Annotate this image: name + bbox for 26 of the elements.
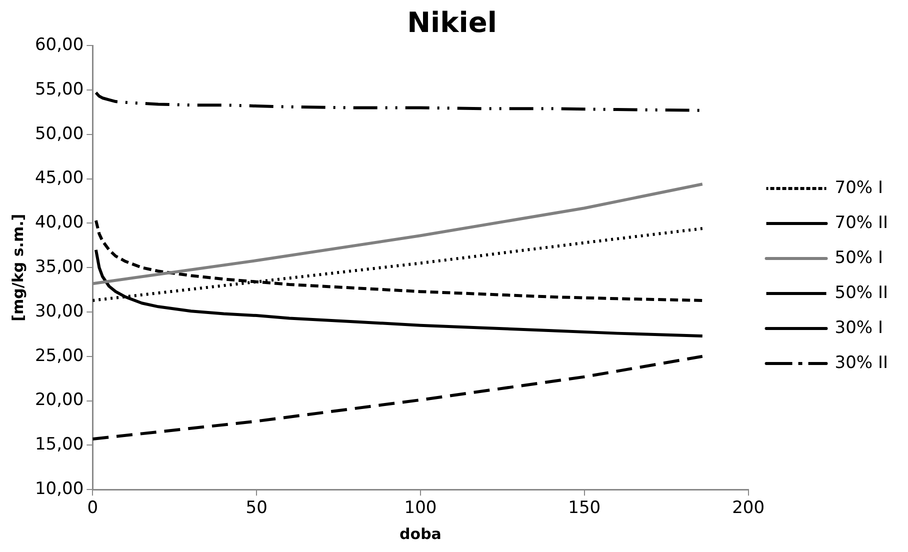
y-tick-label: 25,00 — [34, 346, 84, 366]
y-axis-title: [mg/kg s.m.] — [8, 214, 27, 322]
y-tick-label: 15,00 — [34, 434, 84, 455]
chart-title: Nikiel — [407, 6, 497, 40]
line-series — [92, 354, 704, 440]
y-tick-label: 20,00 — [34, 390, 84, 410]
x-tick-label: 150 — [568, 498, 601, 518]
x-tick-label: 100 — [404, 498, 437, 518]
legend-label: 70% II — [834, 212, 888, 233]
y-tick-label: 45,00 — [34, 168, 84, 188]
y-tick-label: 30,00 — [34, 301, 84, 322]
x-tick-label: 50 — [246, 498, 268, 518]
y-tick-label: 10,00 — [34, 479, 84, 500]
y-tick-label: 35,00 — [34, 257, 84, 278]
x-axis-title: doba — [400, 524, 442, 543]
legend-label: 30% II — [834, 352, 888, 373]
legend-label: 50% II — [834, 282, 888, 303]
legend-label: 30% I — [834, 318, 883, 338]
y-tick-label: 60,00 — [34, 35, 84, 56]
legend-label: 70% I — [834, 178, 883, 198]
y-tick-label: 40,00 — [34, 212, 84, 233]
legend-label: 50% I — [834, 248, 883, 268]
x-tick-label: 0 — [87, 498, 98, 518]
x-tick-label: 200 — [732, 498, 765, 518]
y-tick-label: 50,00 — [34, 124, 84, 144]
y-tick-label: 55,00 — [34, 79, 84, 100]
